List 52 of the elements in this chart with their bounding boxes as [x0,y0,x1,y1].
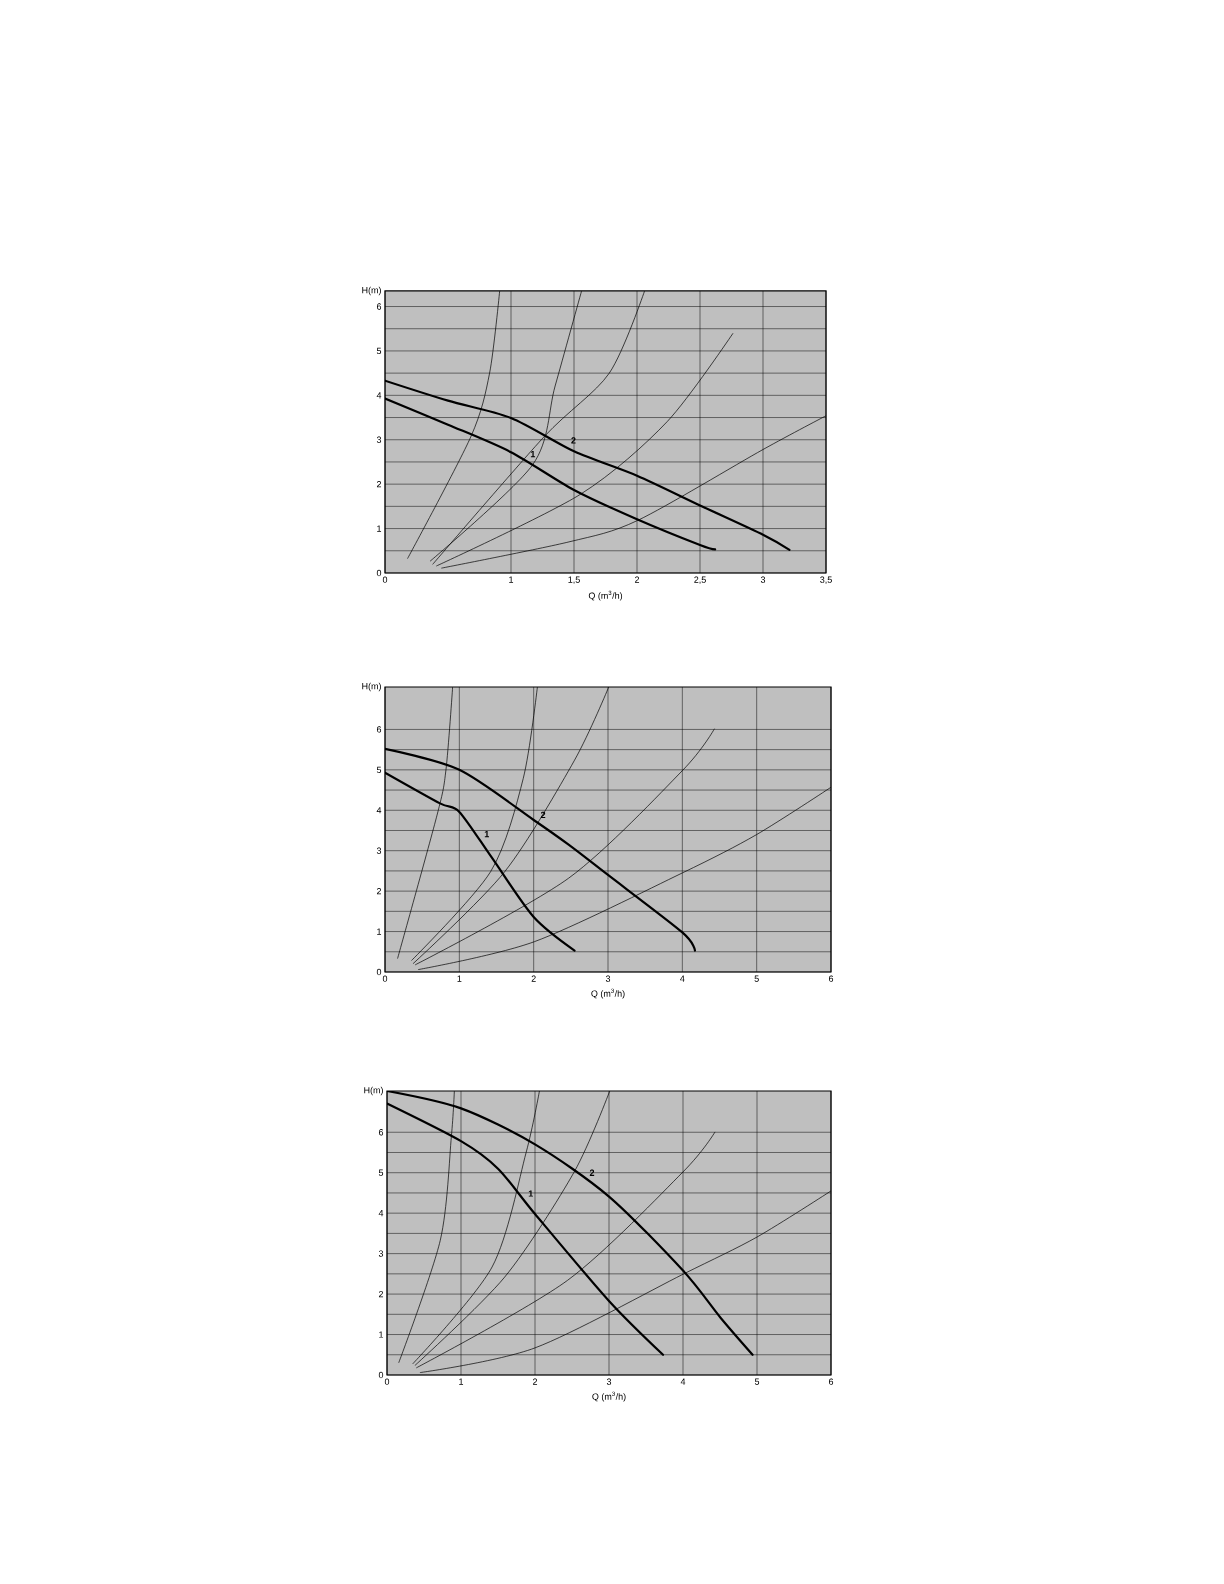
series-label: 2 [571,437,576,444]
x-tick-label: 1,5 [568,576,580,584]
x-tick-label: 3 [606,1378,612,1385]
y-axis-title: H(m) [362,286,381,296]
x-axis-title: Q (m$^{3}$/h) [591,988,625,999]
x-tick-label: 2 [634,576,640,583]
x-axis-title: Q (m$^{3}$/h) [592,1391,626,1402]
y-tick-label: 4 [376,807,382,814]
y-tick-label: 2 [378,1290,384,1298]
y-tick-label: 6 [378,1129,384,1136]
y-tick-label: 4 [378,1210,384,1217]
y-tick-label: 4 [376,392,382,399]
series-label: 1 [530,451,536,458]
y-tick-label: 0 [376,569,382,577]
y-tick-label: 0 [376,968,382,976]
x-tick-label: 6 [828,975,834,982]
x-tick-label: 2 [532,1378,538,1385]
x-tick-label: 4 [680,1378,686,1385]
y-tick-label: 3 [376,847,382,854]
x-tick-label: 3 [760,576,766,583]
y-axis-title: H(m) [362,682,381,692]
y-tick-label: 1 [377,928,382,935]
y-tick-label: 5 [378,1169,384,1176]
x-tick-label: 0 [384,1378,390,1385]
y-tick-label: 2 [376,481,382,488]
y-tick-label: 6 [376,726,382,733]
y-tick-label: 2 [376,887,382,895]
x-tick-label: 3 [605,975,611,982]
y-tick-label: 3 [376,436,382,443]
x-tick-label: 3,5 [820,576,832,584]
x-tick-label: 6 [828,1378,834,1385]
x-axis-title: Q (m$^{3}$/h) [588,590,623,601]
x-tick-label: 5 [754,1378,760,1385]
x-tick-label: 1 [459,1378,464,1385]
x-tick-label: 2,5 [694,576,706,584]
series-label: 1 [484,831,490,838]
y-tick-label: 1 [379,1331,384,1338]
x-tick-label: 1 [457,975,462,982]
y-tick-label: 6 [376,303,382,310]
y-tick-label: 3 [378,1250,384,1257]
series-label: 2 [589,1169,595,1176]
series-label: 2 [540,811,546,818]
x-tick-label: 5 [754,975,759,982]
x-tick-label: 2 [531,975,536,982]
x-tick-label: 4 [680,975,685,982]
y-tick-label: 5 [376,766,382,773]
y-tick-label: 1 [377,525,382,532]
y-axis-title: H(m) [364,1086,383,1096]
y-tick-label: 0 [378,1371,384,1379]
series-label: 1 [528,1190,533,1197]
x-tick-label: 1 [509,576,514,583]
y-tick-label: 5 [376,347,382,355]
